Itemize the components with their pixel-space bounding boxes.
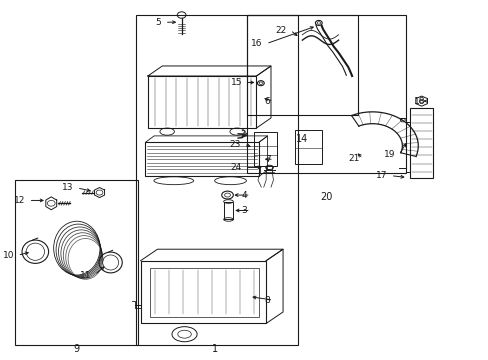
Text: 16: 16: [251, 39, 262, 48]
Bar: [145, 142, 258, 176]
Text: 11: 11: [80, 270, 91, 279]
Bar: [147, 76, 256, 128]
Text: 22: 22: [275, 26, 286, 35]
Bar: [409, 108, 432, 178]
Text: 17: 17: [375, 171, 386, 180]
Text: 15: 15: [230, 78, 242, 87]
Bar: [150, 268, 258, 317]
Bar: [254, 132, 277, 166]
Text: 23: 23: [229, 140, 240, 149]
Text: 13: 13: [62, 183, 73, 192]
Text: 7: 7: [264, 155, 270, 164]
Text: 3: 3: [241, 206, 247, 215]
Text: 21: 21: [347, 154, 359, 163]
Bar: [246, 15, 357, 116]
Text: 18: 18: [413, 96, 424, 105]
Text: 6: 6: [264, 96, 269, 105]
Text: 14: 14: [296, 134, 308, 144]
Text: 2: 2: [240, 130, 245, 139]
Bar: [295, 130, 321, 164]
Text: 10: 10: [2, 251, 14, 260]
Bar: [15, 180, 138, 345]
Text: 9: 9: [74, 344, 80, 354]
Text: 19: 19: [383, 150, 395, 159]
Text: 1: 1: [212, 344, 218, 354]
Text: 20: 20: [320, 192, 332, 202]
Text: 4: 4: [241, 190, 247, 199]
Bar: [141, 261, 265, 323]
Text: 24: 24: [230, 163, 242, 172]
Text: 8: 8: [264, 296, 269, 305]
Bar: [223, 202, 233, 220]
Bar: [246, 15, 406, 173]
Text: 5: 5: [155, 18, 161, 27]
Text: 12: 12: [14, 196, 25, 205]
Bar: [136, 15, 297, 345]
